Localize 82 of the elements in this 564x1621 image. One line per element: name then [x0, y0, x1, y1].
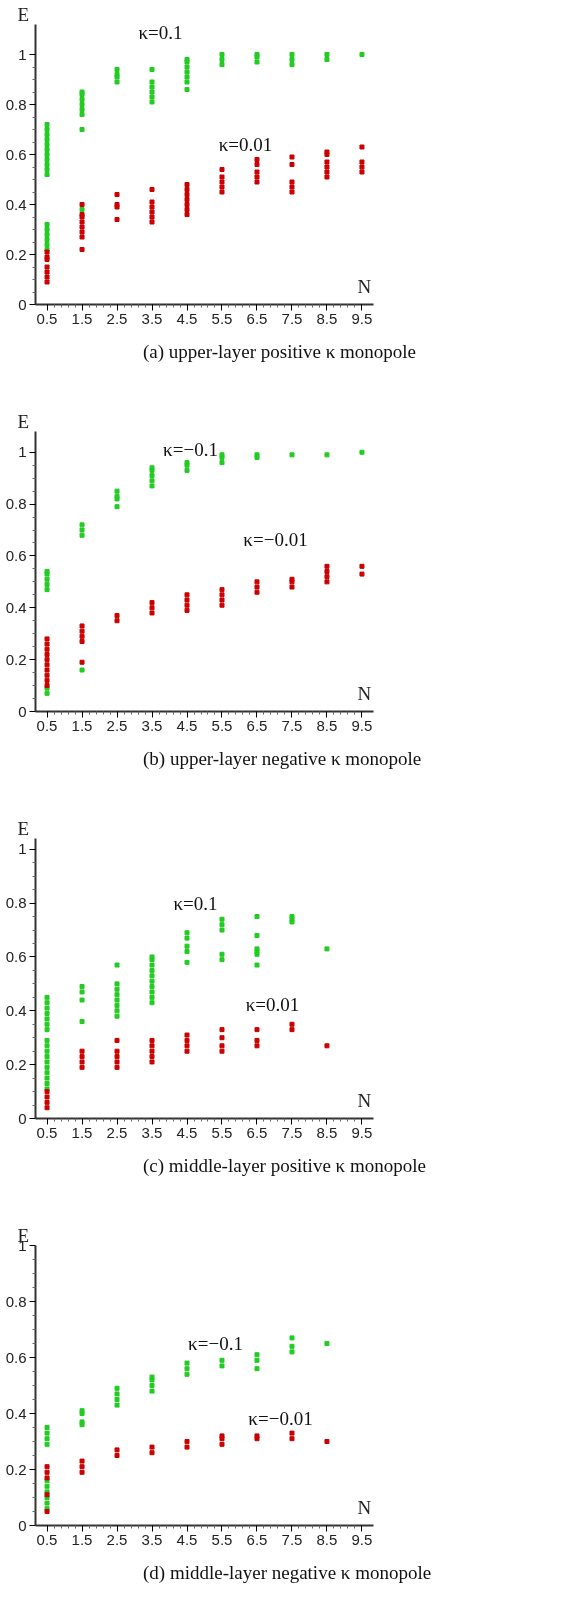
y-tick-label: 0.2	[5, 1055, 27, 1073]
y-tick-label: 0.8	[5, 1292, 27, 1310]
x-tick-label: 6.5	[246, 309, 268, 327]
x-tick-label: 0.5	[36, 1530, 58, 1548]
annotation: κ=−0.1	[163, 439, 218, 460]
y-tick-label: 0.8	[5, 894, 27, 912]
y-tick-label: 0.8	[5, 495, 27, 513]
x-tick-label: 3.5	[141, 716, 163, 734]
y-tick-label: 0.6	[5, 145, 27, 163]
text: (c) middle-layer positive κ monopole	[143, 1154, 426, 1178]
text: (b) upper-layer negative κ monopole	[143, 747, 422, 771]
x-tick-label: 8.5	[316, 1123, 338, 1141]
annotation: κ=0.01	[218, 134, 273, 155]
annotation: κ=0.01	[245, 994, 300, 1015]
x-tick-label: 2.5	[106, 1123, 128, 1141]
x-tick-label: 0.5	[36, 1123, 58, 1141]
y-tick-label: 0.4	[5, 1404, 27, 1422]
x-tick-label: 3.5	[141, 1530, 163, 1548]
x-tick-label: 8.5	[316, 309, 338, 327]
y-tick-label: 0.4	[5, 1001, 27, 1019]
y-tick-label: 0	[18, 702, 27, 720]
x-tick-label: 9.5	[351, 1123, 373, 1141]
x-tick-label: 2.5	[106, 1530, 128, 1548]
annotation: κ=0.1	[173, 893, 218, 914]
y-tick-label: 0	[18, 295, 27, 313]
y-axis-title: E	[17, 410, 30, 432]
x-axis-title: N	[357, 1089, 372, 1111]
y-tick-label: 0.6	[5, 546, 27, 564]
x-tick-label: 0.5	[36, 309, 58, 327]
y-tick-label: 0.2	[5, 650, 27, 668]
x-tick-label: 2.5	[106, 716, 128, 734]
y-tick-label: 1	[18, 45, 27, 63]
x-tick-label: 6.5	[246, 1123, 268, 1141]
text: (a) upper-layer positive κ monopole	[143, 340, 416, 364]
x-tick-label: 5.5	[211, 1530, 233, 1548]
x-tick-label: 9.5	[351, 309, 373, 327]
x-tick-label: 8.5	[316, 1530, 338, 1548]
x-tick-label: 0.5	[36, 716, 58, 734]
y-tick-label: 1	[18, 443, 27, 461]
y-tick-label: 0.6	[5, 1348, 27, 1366]
x-tick-label: 1.5	[71, 309, 93, 327]
y-tick-label: 0.6	[5, 947, 27, 965]
x-tick-label: 1.5	[71, 716, 93, 734]
x-tick-label: 4.5	[176, 716, 198, 734]
x-axis-title: N	[357, 275, 372, 297]
x-tick-label: 2.5	[106, 309, 128, 327]
x-tick-label: 6.5	[246, 716, 268, 734]
x-tick-label: 1.5	[71, 1123, 93, 1141]
x-axis-title: N	[357, 682, 372, 704]
x-tick-label: 1.5	[71, 1530, 93, 1548]
x-tick-label: 9.5	[351, 1530, 373, 1548]
y-axis-title: E	[17, 3, 30, 25]
x-tick-label: 3.5	[141, 309, 163, 327]
y-tick-label: 0.2	[5, 245, 27, 263]
annotation: κ=−0.01	[248, 1408, 313, 1429]
y-axis-title: E	[17, 817, 30, 839]
y-tick-label: 0.4	[5, 195, 27, 213]
x-tick-label: 8.5	[316, 716, 338, 734]
x-axis-title: N	[357, 1496, 372, 1518]
text: (d) middle-layer negative κ monopole	[143, 1561, 432, 1585]
x-tick-label: 5.5	[211, 309, 233, 327]
x-tick-label: 7.5	[281, 309, 303, 327]
y-tick-label: 0.2	[5, 1460, 27, 1478]
x-tick-label: 7.5	[281, 716, 303, 734]
y-tick-label: 0.8	[5, 95, 27, 113]
x-tick-label: 3.5	[141, 1123, 163, 1141]
x-tick-label: 4.5	[176, 309, 198, 327]
y-tick-label: 0	[18, 1109, 27, 1127]
x-tick-label: 7.5	[281, 1123, 303, 1141]
x-tick-label: 7.5	[281, 1530, 303, 1548]
x-tick-label: 6.5	[246, 1530, 268, 1548]
y-tick-label: 0.4	[5, 598, 27, 616]
annotation: κ=−0.01	[243, 529, 308, 550]
x-tick-label: 5.5	[211, 716, 233, 734]
x-tick-label: 4.5	[176, 1123, 198, 1141]
x-tick-label: 5.5	[211, 1123, 233, 1141]
y-tick-label: 1	[18, 840, 27, 858]
annotation: κ=−0.1	[188, 1333, 243, 1354]
y-tick-label: 0	[18, 1516, 27, 1534]
annotation: κ=0.1	[138, 22, 183, 43]
x-tick-label: 9.5	[351, 716, 373, 734]
x-tick-label: 4.5	[176, 1530, 198, 1548]
